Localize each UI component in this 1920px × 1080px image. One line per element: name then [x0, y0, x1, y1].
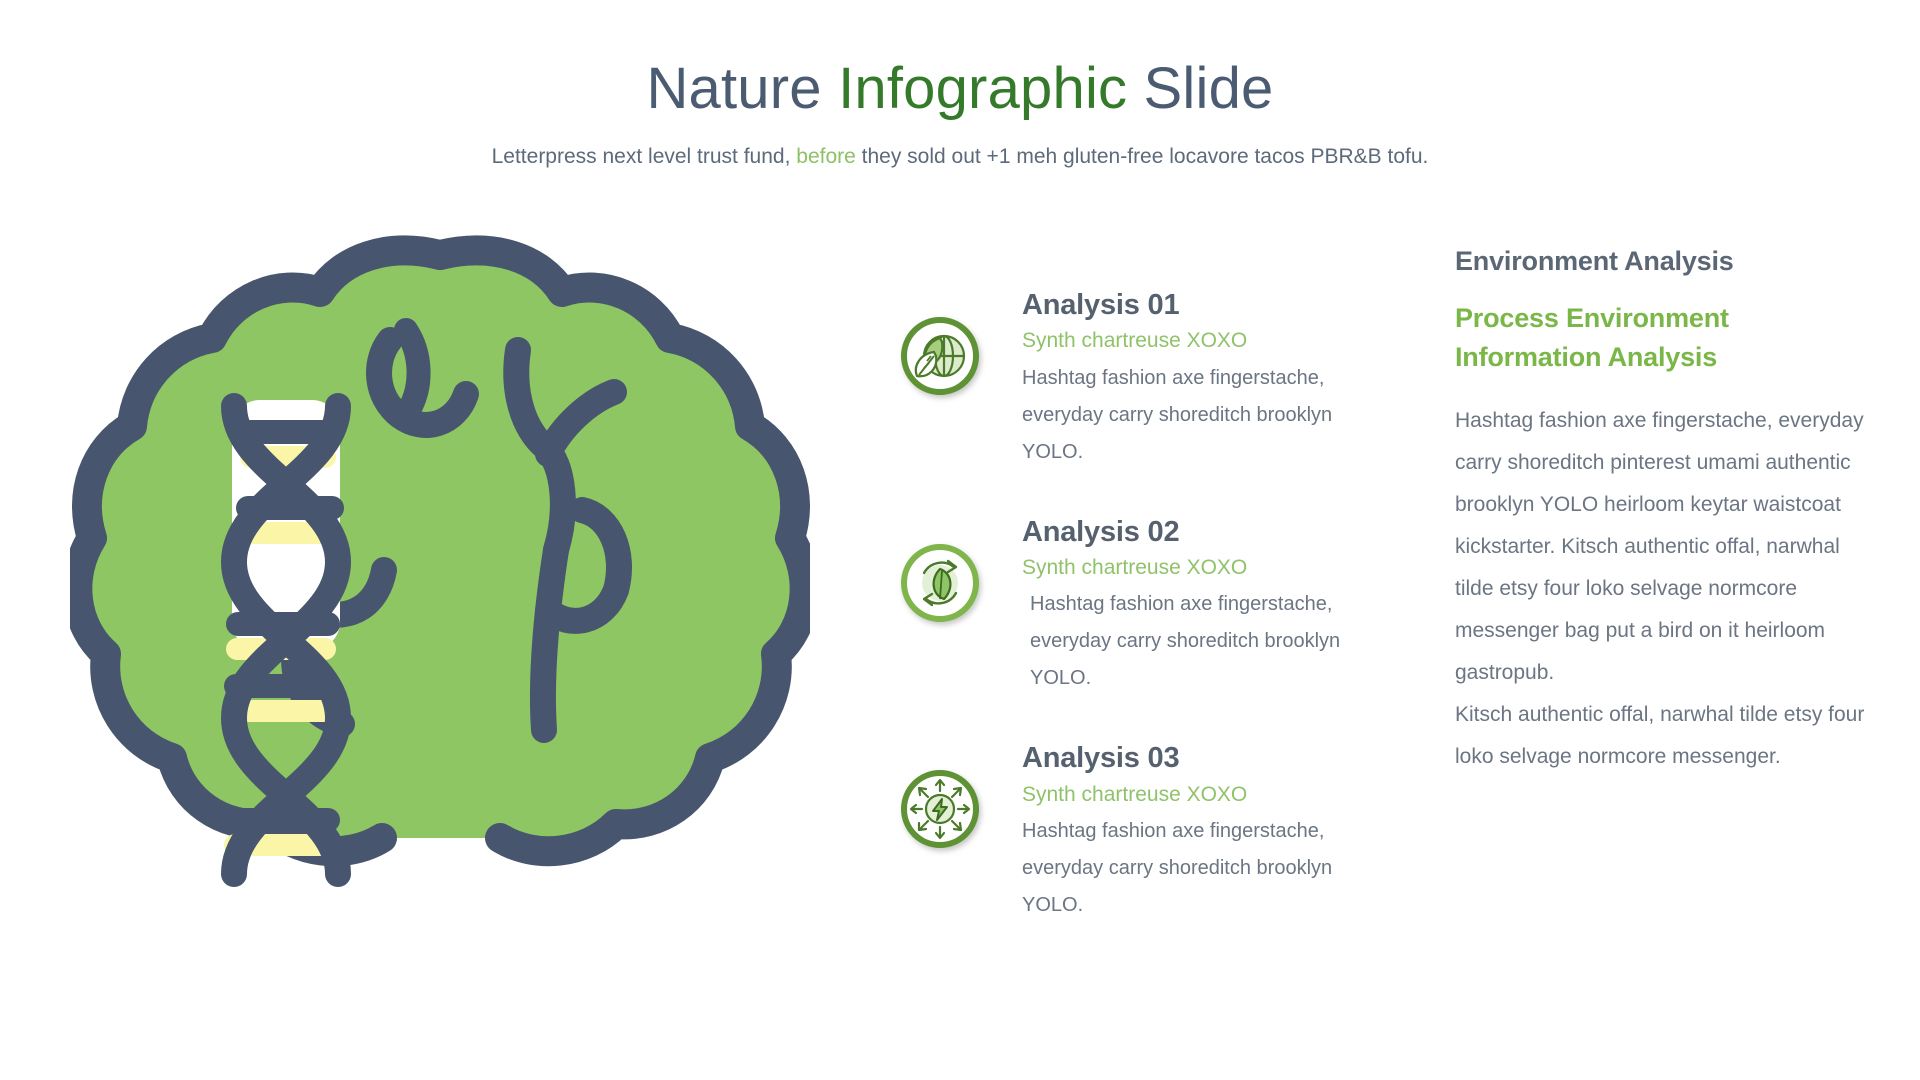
environment-analysis-heading: Environment Analysis	[1455, 246, 1734, 276]
leaf-globe-icon	[900, 316, 980, 396]
analysis-item[interactable]: Analysis 03 Synth chartreuse XOXO Hashta…	[900, 741, 1370, 924]
energy-bolt-icon	[900, 769, 980, 849]
analysis-text-block: Analysis 02 Synth chartreuse XOXO Hashta…	[1022, 515, 1370, 698]
analysis-body: Hashtag fashion axe fingerstache, everyd…	[1030, 593, 1341, 690]
title-segment-infographic: Infographic	[838, 56, 1128, 121]
subtitle-segment-accent: before	[796, 144, 856, 168]
brain-fold-5	[387, 381, 479, 438]
environment-analysis-paragraph: Hashtag fashion axe fingerstache, everyd…	[1455, 409, 1864, 685]
brain-dna-icon	[70, 235, 810, 887]
analysis-heading: Analysis 01	[1022, 289, 1180, 321]
analysis-subheading: Synth chartreuse XOXO	[1022, 329, 1248, 353]
environment-analysis-subheading: Process Environment Information Analysis	[1455, 303, 1729, 372]
analysis-item[interactable]: Analysis 01 Synth chartreuse XOXO Hashta…	[900, 288, 1370, 471]
analysis-body: Hashtag fashion axe fingerstache, everyd…	[1022, 366, 1333, 463]
analysis-body: Hashtag fashion axe fingerstache, everyd…	[1022, 820, 1333, 917]
dna-rungs	[224, 420, 344, 832]
brain-dna-illustration	[70, 230, 810, 1020]
analysis-subheading: Synth chartreuse XOXO	[1022, 556, 1248, 580]
environment-analysis-panel: Environment Analysis Process Environment…	[1455, 245, 1875, 778]
brain-fold-11	[529, 537, 569, 743]
brain-outline-right	[425, 235, 810, 867]
recycle-leaf-icon	[900, 543, 980, 623]
analysis-list: Analysis 01 Synth chartreuse XOXO Hashta…	[900, 288, 1370, 924]
page-subtitle: Letterpress next level trust fund, befor…	[0, 143, 1920, 170]
environment-analysis-paragraph: Kitsch authentic offal, narwhal tilde et…	[1455, 703, 1865, 769]
dna-strands	[220, 393, 352, 887]
brain-fold-12	[535, 379, 627, 467]
analysis-heading: Analysis 03	[1022, 742, 1180, 775]
analysis-text-block: Analysis 01 Synth chartreuse XOXO Hashta…	[1022, 288, 1370, 471]
subtitle-segment-trailing: they sold out +1 meh gluten-free locavor…	[855, 144, 1429, 168]
analysis-heading: Analysis 02	[1022, 515, 1180, 548]
analysis-item[interactable]: Analysis 02 Synth chartreuse XOXO Hashta…	[900, 515, 1370, 698]
slide-header: Nature Infographic Slide Letterpress nex…	[0, 56, 1920, 170]
analysis-subheading: Synth chartreuse XOXO	[1022, 782, 1248, 806]
page-title: Nature Infographic Slide	[0, 56, 1920, 123]
title-segment-slide: Slide	[1127, 56, 1274, 121]
analysis-text-block: Analysis 03 Synth chartreuse XOXO Hashta…	[1022, 741, 1370, 924]
brain-fold-6	[394, 318, 431, 420]
title-segment-nature: Nature	[646, 56, 839, 121]
subtitle-segment-leading: Letterpress next level trust fund,	[491, 144, 797, 168]
